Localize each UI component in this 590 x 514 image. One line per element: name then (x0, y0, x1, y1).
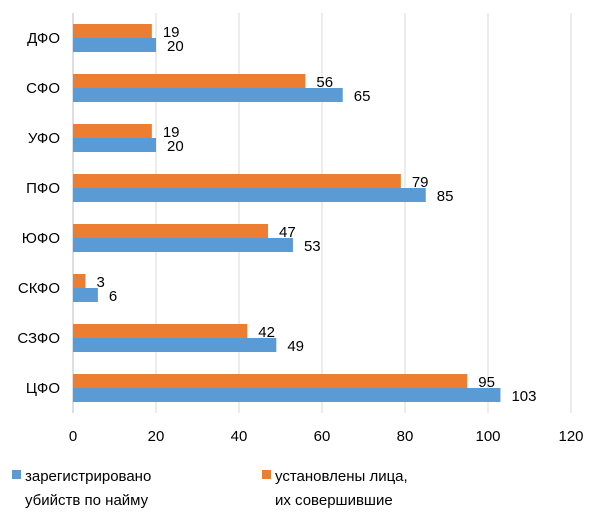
x-tick-label: 60 (314, 428, 331, 445)
bar-solved (73, 224, 269, 238)
legend-label: их совершившие (275, 492, 393, 509)
bar-registered (73, 38, 156, 52)
category-label: ЦФО (26, 380, 60, 397)
data-label: 19 (163, 124, 180, 141)
category-label: СКФО (18, 280, 60, 297)
data-label: 3 (96, 274, 104, 291)
x-tick-label: 40 (231, 428, 248, 445)
legend-swatch (262, 470, 271, 479)
data-label: 6 (109, 288, 117, 305)
x-tick-label: 100 (475, 428, 500, 445)
legend-label: убийств по найму (25, 492, 149, 509)
bar-registered (73, 88, 343, 102)
bar-solved (73, 124, 152, 138)
data-label: 95 (478, 374, 495, 391)
x-tick-label: 20 (148, 428, 165, 445)
category-label: СФО (26, 80, 60, 97)
data-label: 20 (167, 138, 184, 155)
legend-label: установлены лица, (275, 468, 408, 485)
category-label: УФО (28, 130, 60, 147)
bar-registered (73, 338, 277, 352)
bar-registered (73, 188, 426, 202)
x-tick-label: 120 (558, 428, 583, 445)
bar-registered (73, 388, 501, 402)
data-label: 103 (511, 388, 536, 405)
data-label: 53 (304, 238, 321, 255)
bar-solved (73, 324, 248, 338)
bar-registered (73, 288, 98, 302)
data-label: 42 (258, 324, 275, 341)
bar-solved (73, 374, 468, 388)
x-tick-label: 80 (397, 428, 414, 445)
legend-label: зарегистрировано (25, 468, 151, 485)
category-label: ПФО (26, 180, 60, 197)
category-label: ЮФО (22, 230, 60, 247)
bar-registered (73, 138, 156, 152)
bar-registered (73, 238, 293, 252)
data-label: 56 (316, 74, 333, 91)
category-label: СЗФО (17, 330, 60, 347)
bar-solved (73, 274, 86, 288)
data-label: 19 (163, 24, 180, 41)
bar-solved (73, 24, 152, 38)
data-label: 85 (437, 188, 454, 205)
bar-solved (73, 74, 306, 88)
data-label: 65 (354, 88, 371, 105)
data-label: 79 (412, 174, 429, 191)
x-tick-label: 0 (69, 428, 77, 445)
legend-swatch (12, 470, 21, 479)
data-label: 49 (287, 338, 304, 355)
bar-solved (73, 174, 401, 188)
data-label: 20 (167, 38, 184, 55)
category-label: ДФО (27, 30, 60, 47)
data-label: 47 (279, 224, 296, 241)
